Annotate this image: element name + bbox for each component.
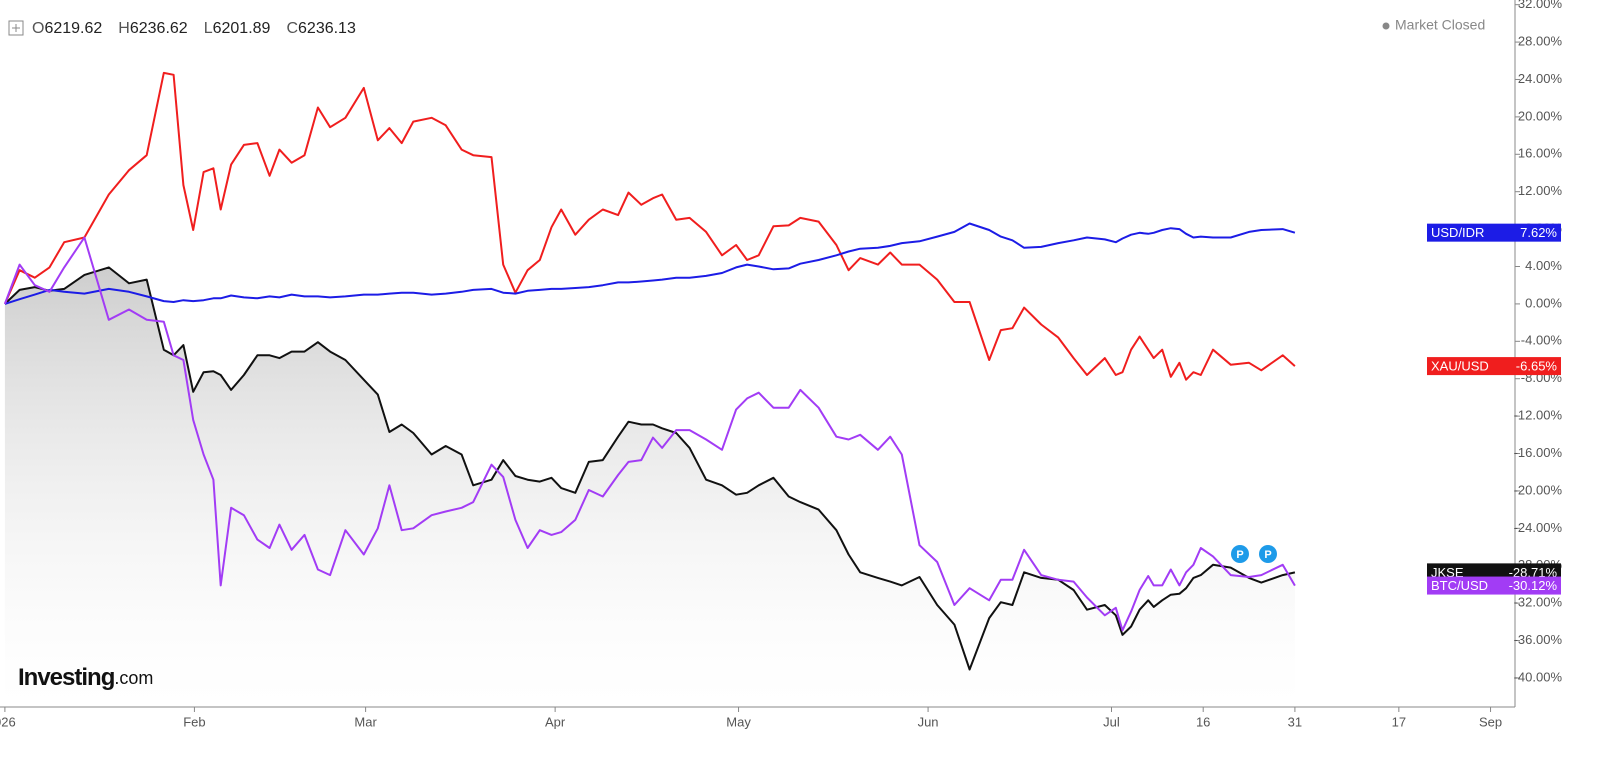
annotation-text: P (1264, 549, 1271, 561)
line (3, 71, 1296, 381)
toggle-icon[interactable] (8, 20, 24, 36)
header: O6219.62 H6236.62 L6201.89 C6236.13 Market … (8, 17, 1485, 37)
y-tick-label: -4.00% (1521, 333, 1563, 348)
y-tick-label: 24.00% (1518, 71, 1563, 86)
end-label-value: -30.12% (1509, 578, 1558, 593)
y-tick-label: 28.00% (1518, 34, 1563, 49)
x-tick-label: Feb (183, 714, 205, 729)
plot-area (3, 71, 1296, 706)
ohlc-value: 6236.62 (130, 20, 188, 37)
end-label-value: -6.65% (1516, 359, 1558, 374)
y-tick-label: 20.00% (1518, 108, 1563, 123)
y-tick-label: -24.00% (1514, 520, 1563, 535)
y-tick-label: -40.00% (1514, 669, 1563, 684)
y-tick-label: -36.00% (1514, 632, 1563, 647)
x-tick-label: 026 (0, 714, 16, 729)
end-label-value: 7.62% (1520, 225, 1557, 240)
y-tick-label: 12.00% (1518, 183, 1563, 198)
end-label-box (1427, 223, 1561, 242)
ohlc-label: H (118, 20, 130, 37)
y-tick-label: -20.00% (1514, 482, 1563, 497)
ohlc-label: O (32, 20, 44, 37)
x-tick-label: Mar (354, 714, 377, 729)
end-label: BTC/USD -30.12% (1427, 576, 1561, 595)
annotation-text: P (1236, 549, 1243, 561)
ohlc-value: 6219.62 (44, 20, 102, 37)
y-tick-label: -16.00% (1514, 445, 1563, 460)
x-tick-label: Jun (918, 714, 939, 729)
annotation-marker: P (1259, 545, 1277, 563)
end-label: XAU/USD -6.65% (1427, 357, 1561, 376)
end-label-box (1427, 357, 1561, 376)
area (4, 267, 1295, 706)
ohlc-value: 6201.89 (213, 20, 271, 37)
end-label-name: USD/IDR (1431, 225, 1484, 240)
status-dot (1382, 22, 1390, 30)
x-tick-label: Sep (1479, 714, 1502, 729)
line (4, 266, 1296, 671)
market-status: Market Closed (1395, 17, 1485, 33)
annotation-marker: P (1231, 545, 1249, 563)
end-label: USD/IDR 7.62% (1427, 223, 1561, 242)
ohlc-label: C (286, 20, 298, 37)
x-tick-label: May (726, 714, 751, 729)
y-tick-label: -32.00% (1514, 595, 1563, 610)
y-tick-label: 4.00% (1525, 258, 1562, 273)
logo: Investing.com (18, 664, 153, 691)
y-tick-label: 32.00% (1518, 0, 1563, 11)
annotation-circle (1259, 545, 1277, 563)
end-label-name: BTC/USD (1431, 578, 1488, 593)
end-label-value: -28.71% (1509, 565, 1558, 580)
annotation-circle (1231, 545, 1249, 563)
x-tick-label: 17 (1392, 714, 1406, 729)
x-tick-label: 16 (1196, 714, 1210, 729)
end-label-box (1427, 576, 1561, 595)
x-tick-label: 31 (1288, 714, 1302, 729)
line (4, 222, 1296, 305)
end-label-name: JKSE (1431, 565, 1464, 580)
y-tick-label: 16.00% (1518, 146, 1563, 161)
ohlc-label: L (204, 20, 213, 37)
end-label-name: XAU/USD (1431, 359, 1489, 374)
logo-suffix: .com (114, 668, 153, 688)
ohlc-value: 6236.13 (298, 20, 356, 37)
y-tick-label: 0.00% (1525, 295, 1562, 310)
ohlc: O6219.62 H6236.62 L6201.89 C6236.13 (32, 20, 356, 37)
logo-name: Investing (18, 664, 115, 691)
line (3, 236, 1296, 632)
y-tick-label: -12.00% (1514, 408, 1563, 423)
x-tick-label: Apr (545, 714, 566, 729)
x-tick-label: Jul (1103, 714, 1120, 729)
